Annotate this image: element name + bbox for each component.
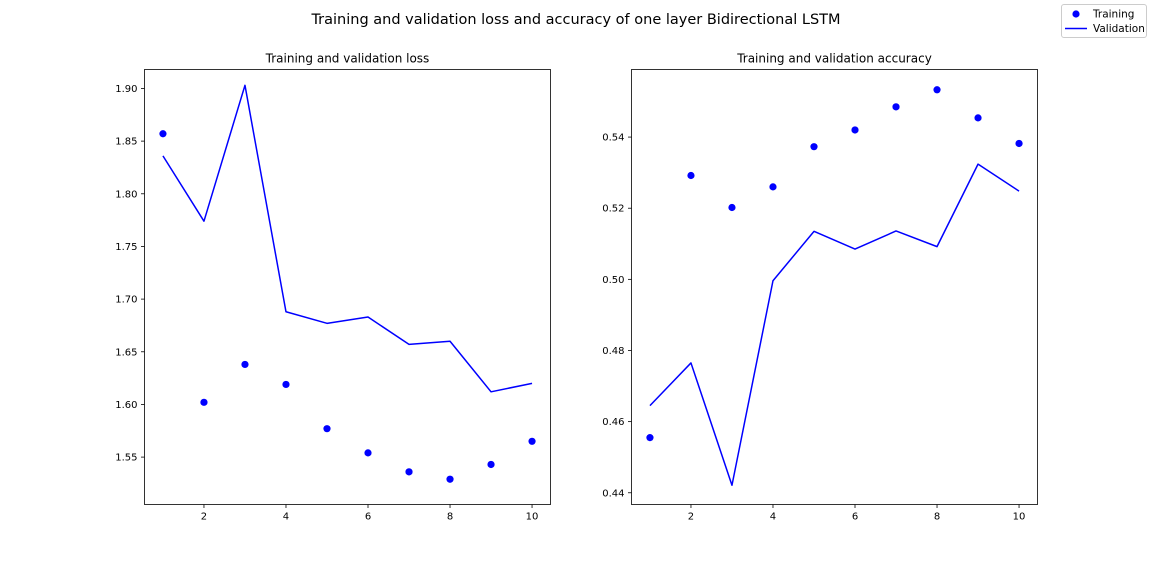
loss-x-tick-label: 6: [365, 512, 371, 523]
loss-y-tick-label: 1.80: [115, 189, 137, 200]
accuracy-training-point: [687, 171, 695, 180]
accuracy-y-tick-label: 0.50: [602, 275, 624, 286]
accuracy-y-tick-label: 0.54: [602, 133, 624, 144]
accuracy-validation-line: [649, 163, 1020, 487]
loss-training-point: [487, 460, 495, 469]
loss-y-tick-label: 1.75: [115, 242, 137, 253]
legend-training-marker: [1072, 10, 1080, 18]
accuracy-training-point: [974, 114, 982, 122]
accuracy-training-point: [933, 86, 941, 94]
accuracy-training-point: [728, 203, 736, 212]
accuracy-y-tick-label: 0.52: [602, 204, 624, 215]
loss-chart-title: Training and validation loss: [265, 52, 430, 66]
accuracy-axes-frame: [631, 69, 1038, 505]
legend-validation-label: Validation: [1093, 23, 1145, 35]
loss-training-point: [159, 130, 167, 138]
accuracy-training-point: [810, 143, 818, 151]
accuracy-training-point: [769, 183, 777, 191]
accuracy-y-tick-label: 0.46: [602, 417, 624, 428]
accuracy-training-point: [1015, 139, 1023, 148]
accuracy-subplot: Training and validation accuracy 2 4 6 8 10 0.…: [602, 52, 1038, 523]
accuracy-x-tick-label: 6: [852, 512, 858, 523]
loss-axes-frame: [144, 69, 551, 505]
loss-validation-line: [162, 84, 533, 393]
legend-training-label: Training: [1092, 9, 1134, 21]
accuracy-training-point: [851, 126, 859, 134]
figure-suptitle: Training and validation loss and accurac…: [310, 12, 840, 28]
accuracy-x-tick-label: 2: [688, 512, 694, 523]
legend: Training Validation: [1061, 4, 1147, 38]
loss-training-point: [200, 398, 208, 406]
loss-training-point: [282, 380, 290, 389]
loss-subplot: Training and validation loss 2 4 6 8 10 1.55 1.…: [115, 52, 551, 523]
accuracy-x-tick-label: 8: [934, 512, 940, 523]
loss-x-tick-label: 4: [283, 512, 289, 523]
loss-training-point: [528, 437, 536, 445]
loss-training-point: [323, 425, 331, 433]
loss-x-tick-label: 8: [447, 512, 453, 523]
loss-y-tick-label: 1.60: [115, 400, 137, 411]
accuracy-y-tick-label: 0.48: [602, 346, 624, 357]
accuracy-training-point: [646, 434, 654, 442]
loss-y-tick-label: 1.55: [115, 453, 137, 464]
loss-y-tick-label: 1.85: [115, 137, 137, 148]
loss-y-tick-label: 1.65: [115, 347, 137, 358]
loss-x-tick-label: 10: [526, 512, 539, 523]
loss-training-point: [405, 468, 413, 476]
loss-y-tick-label: 1.90: [115, 84, 137, 95]
loss-training-point: [364, 449, 372, 457]
accuracy-x-tick-label: 10: [1013, 512, 1026, 523]
accuracy-x-tick-label: 4: [770, 512, 776, 523]
accuracy-training-point: [892, 103, 900, 111]
loss-training-point: [241, 360, 249, 369]
accuracy-chart-title: Training and validation accuracy: [736, 52, 932, 66]
loss-y-tick-label: 1.70: [115, 295, 137, 306]
accuracy-y-tick-label: 0.44: [602, 488, 624, 499]
loss-training-point: [446, 475, 454, 483]
loss-x-tick-label: 2: [201, 512, 207, 523]
